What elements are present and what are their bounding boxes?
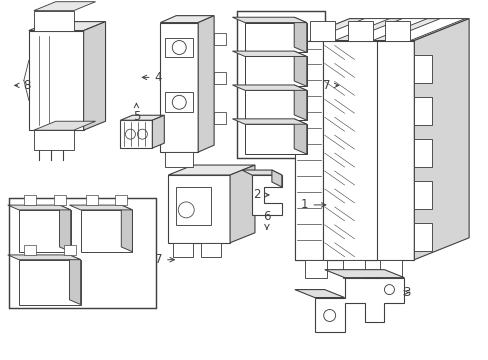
Bar: [380, 260, 402, 278]
Circle shape: [172, 95, 186, 109]
Bar: [385, 21, 409, 41]
Bar: [322, 41, 377, 260]
Bar: [413, 55, 431, 84]
Circle shape: [178, 202, 194, 218]
Polygon shape: [294, 17, 306, 53]
Bar: [413, 97, 431, 125]
Text: 7: 7: [154, 253, 174, 266]
Bar: [214, 112, 225, 124]
Circle shape: [137, 129, 147, 139]
Polygon shape: [232, 51, 306, 57]
Polygon shape: [19, 210, 71, 252]
Polygon shape: [294, 119, 306, 154]
Polygon shape: [152, 115, 164, 148]
Bar: [54, 195, 65, 205]
Polygon shape: [8, 255, 81, 260]
Bar: [294, 41, 413, 260]
Bar: [29, 31, 83, 130]
Bar: [63, 245, 76, 255]
Polygon shape: [294, 85, 306, 120]
Polygon shape: [229, 165, 254, 243]
Polygon shape: [324, 270, 404, 278]
Bar: [165, 37, 193, 58]
Bar: [309, 21, 334, 41]
Bar: [173, 243, 193, 257]
Circle shape: [384, 285, 394, 294]
Polygon shape: [294, 51, 306, 86]
Polygon shape: [294, 19, 468, 41]
Bar: [85, 195, 98, 205]
Polygon shape: [34, 121, 95, 130]
Polygon shape: [232, 85, 306, 90]
Bar: [24, 195, 36, 205]
Bar: [237, 11, 324, 158]
Polygon shape: [309, 19, 388, 41]
Polygon shape: [251, 175, 281, 215]
Polygon shape: [314, 278, 404, 332]
Bar: [165, 92, 193, 112]
Circle shape: [323, 310, 335, 321]
Bar: [120, 120, 152, 148]
Text: 2: 2: [253, 188, 268, 202]
Polygon shape: [232, 17, 306, 23]
Polygon shape: [120, 115, 164, 120]
Bar: [294, 41, 322, 260]
Bar: [413, 223, 431, 251]
Polygon shape: [198, 15, 214, 152]
Polygon shape: [69, 205, 132, 210]
Bar: [413, 139, 431, 167]
Polygon shape: [60, 205, 71, 252]
Bar: [214, 32, 225, 45]
Text: 6: 6: [263, 210, 270, 229]
Text: 1: 1: [301, 198, 325, 211]
Bar: [176, 187, 211, 225]
Text: 3: 3: [402, 286, 409, 299]
Circle shape: [125, 129, 135, 139]
Polygon shape: [244, 57, 306, 86]
Polygon shape: [232, 119, 306, 124]
Polygon shape: [69, 255, 81, 305]
Bar: [304, 260, 326, 278]
Polygon shape: [34, 2, 95, 11]
Text: 4: 4: [142, 71, 162, 84]
Polygon shape: [244, 124, 306, 154]
Bar: [165, 152, 193, 167]
Bar: [24, 245, 36, 255]
Polygon shape: [29, 22, 105, 31]
Polygon shape: [347, 19, 427, 41]
Circle shape: [172, 41, 186, 54]
Polygon shape: [121, 205, 132, 252]
Polygon shape: [244, 23, 306, 53]
Text: 7: 7: [322, 79, 338, 92]
Polygon shape: [168, 165, 254, 175]
Polygon shape: [83, 22, 105, 130]
Bar: [168, 175, 229, 243]
Bar: [342, 260, 364, 278]
Polygon shape: [81, 210, 132, 252]
Bar: [201, 243, 221, 257]
Polygon shape: [271, 170, 281, 187]
Text: 8: 8: [15, 79, 30, 92]
Bar: [9, 198, 156, 307]
Polygon shape: [242, 170, 281, 175]
Polygon shape: [413, 19, 468, 260]
Bar: [34, 11, 74, 31]
Polygon shape: [260, 71, 294, 95]
Bar: [214, 72, 225, 84]
Polygon shape: [8, 205, 71, 210]
Polygon shape: [385, 19, 464, 41]
Polygon shape: [294, 289, 344, 298]
Polygon shape: [160, 15, 214, 23]
Bar: [413, 181, 431, 209]
Bar: [160, 23, 198, 152]
Polygon shape: [244, 90, 306, 120]
Bar: [115, 195, 127, 205]
Polygon shape: [19, 260, 81, 305]
Text: 5: 5: [132, 103, 140, 123]
Bar: [347, 21, 372, 41]
Bar: [34, 130, 74, 150]
